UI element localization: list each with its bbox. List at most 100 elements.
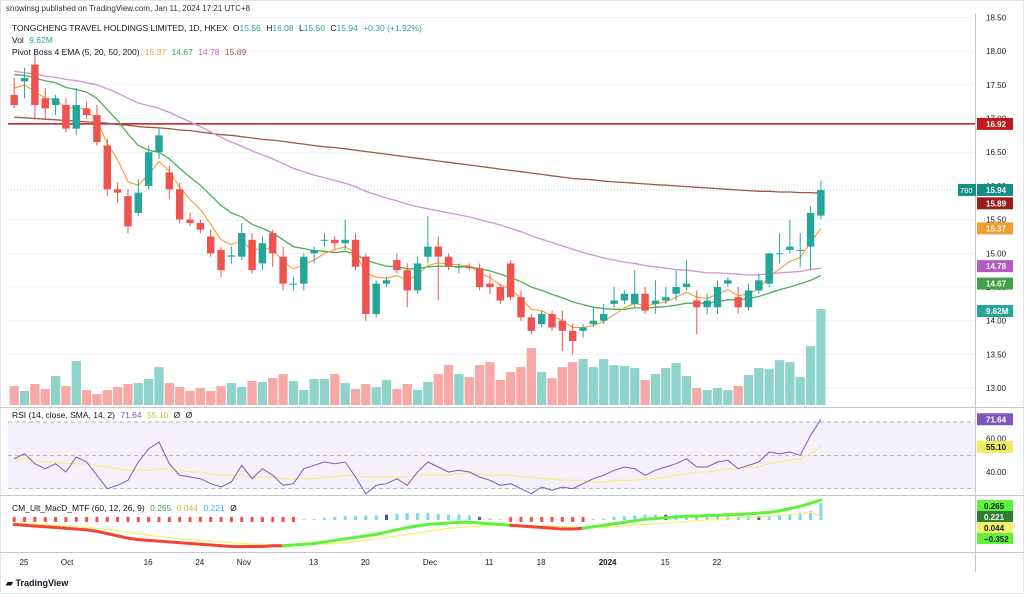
time-tick-label: 2024 — [599, 558, 617, 567]
last-price-tag: 15.94 — [986, 186, 1007, 195]
candle-body — [568, 330, 577, 341]
macd-histogram-bar — [188, 516, 192, 522]
macd-histogram-bar — [715, 516, 719, 520]
macd-line-segment — [581, 525, 595, 530]
macd-histogram-bar — [312, 519, 316, 520]
volume-bar — [412, 390, 423, 405]
time-tick-label: 16 — [144, 558, 153, 567]
macd-histogram-bar — [498, 519, 502, 520]
time-tick-label: 15 — [661, 558, 670, 567]
macd-histogram-bar — [778, 515, 782, 520]
ema200-price-tag: 15.89 — [986, 199, 1007, 208]
macd-histogram-bar — [416, 513, 420, 520]
candle-body — [579, 327, 587, 331]
macd-histogram-bar — [478, 516, 482, 520]
candle-body — [310, 249, 318, 254]
candle-body — [62, 105, 70, 129]
macd-line-segment — [353, 534, 368, 539]
ema50-price-tag-bg — [977, 260, 1013, 273]
macd-line-segment — [447, 520, 461, 525]
macd-tick-label: 0.044 — [984, 524, 1005, 533]
rsi-ma-tag: 55.10 — [986, 443, 1007, 452]
macd-histogram-bar — [105, 516, 109, 522]
macd-line-segment — [612, 520, 626, 526]
candle-body — [72, 105, 80, 129]
volume-bar — [743, 375, 754, 405]
macd-histogram-bar — [85, 516, 89, 522]
macd-line-segment — [157, 539, 171, 544]
volume-bar — [81, 390, 92, 405]
macd-histogram-bar — [436, 513, 440, 520]
macd-histogram-bar — [457, 514, 461, 520]
volume-price-tag-bg — [977, 305, 1013, 317]
volume-bar — [785, 362, 795, 405]
volume-bar — [692, 388, 702, 405]
candle-body — [289, 283, 298, 285]
candle-body — [393, 260, 401, 271]
rsi-ma-tag-bg — [977, 440, 1013, 453]
rsi-value: 71.64 — [120, 410, 142, 420]
candle-body — [703, 300, 711, 308]
volume-bar — [485, 362, 495, 405]
macd-histogram-bar — [343, 516, 347, 520]
macd-line-segment — [591, 523, 606, 529]
high-label: H — [266, 23, 273, 33]
time-tick-label: 13 — [309, 558, 318, 567]
volume-bar — [185, 391, 195, 405]
resistance-price-tag: 16.92 — [986, 120, 1007, 129]
candle-body — [610, 300, 618, 304]
volume-bar — [340, 383, 350, 405]
candle-body — [362, 256, 370, 314]
macd-line-segment — [374, 530, 389, 536]
macd-line-segment — [209, 543, 223, 548]
volume-bar — [237, 387, 247, 405]
macd-line-segment — [478, 521, 492, 526]
volume-bar — [102, 390, 112, 405]
volume-bar — [433, 374, 443, 405]
rsi-extra-2: Ø — [185, 410, 193, 420]
volume-bar — [712, 388, 723, 405]
candle-body — [444, 256, 453, 267]
volume-label: Vol — [12, 35, 24, 45]
volume-bar — [443, 365, 454, 405]
volume-bar — [206, 391, 216, 405]
volume-bar — [154, 367, 164, 405]
volume-bar — [619, 366, 630, 405]
volume-bar — [381, 380, 392, 405]
macd-histogram-bar — [322, 517, 326, 520]
macd-line-segment — [43, 525, 58, 530]
macd-line-segment — [788, 504, 802, 511]
macd-tag-bg — [977, 511, 1013, 522]
price-tick-label: 16.50 — [986, 148, 1007, 157]
open-label: O — [232, 23, 240, 33]
macd-line-segment — [571, 526, 585, 531]
countdown-tag-bg — [958, 183, 976, 196]
macd-histogram-bar — [602, 518, 606, 520]
price-tick-label: 15.00 — [986, 249, 1007, 258]
macd-line-segment — [519, 524, 533, 529]
candle-body — [279, 256, 287, 284]
volume-bar — [526, 348, 536, 405]
candle-body — [20, 78, 29, 82]
macd-histogram-bar — [302, 519, 306, 520]
candle-body — [662, 297, 670, 301]
time-tick-label: 25 — [20, 558, 29, 567]
price-tick-label: 18.00 — [986, 47, 1007, 56]
macd-line-segment — [95, 529, 109, 536]
volume-bar — [557, 367, 567, 405]
ema200-price-tag-bg — [977, 197, 1013, 210]
volume-bar — [733, 386, 743, 405]
macd-line-segment — [291, 542, 306, 547]
candle-body — [475, 268, 484, 288]
macd-line-segment — [54, 526, 68, 530]
macd-histogram-bar — [209, 516, 213, 522]
macd-tag-bg — [977, 500, 1013, 511]
volume-bar — [816, 309, 826, 405]
candle-body — [765, 253, 773, 284]
candle-body — [620, 293, 629, 301]
macd-line-segment — [498, 523, 513, 527]
rsi-legend: RSI (14, close, SMA, 14, 2) 71.64 55.10 … — [12, 410, 195, 420]
symbol-title: TONGCHENG TRAVEL HOLDINGS LIMITED, 1D, H… — [12, 23, 228, 33]
candle-body — [165, 172, 174, 190]
macd-histogram-bar — [798, 512, 802, 520]
